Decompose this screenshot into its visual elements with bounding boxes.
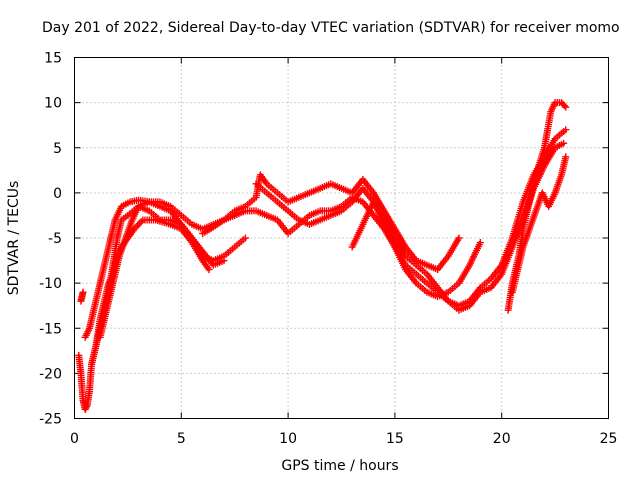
x-tick-label: 20	[493, 431, 511, 447]
y-tick-labels: -25 -20 -15 -10 -5 0 5 10 15	[39, 51, 62, 428]
data-point	[205, 266, 213, 274]
data-point-interp	[560, 102, 568, 110]
x-tick-label: 0	[70, 431, 79, 447]
y-tick-label: -15	[39, 321, 62, 337]
x-axis-label: GPS time / hours	[281, 458, 398, 474]
data-point	[455, 234, 463, 242]
data-point	[79, 288, 87, 296]
x-tick-labels: 0 5 10 15 20 25	[70, 431, 617, 447]
x-tick-label: 15	[386, 431, 404, 447]
y-tick-label: 10	[44, 96, 62, 112]
data-point	[220, 257, 228, 265]
y-tick-label: -10	[39, 276, 62, 292]
data-point	[476, 239, 484, 247]
y-tick-label: 15	[44, 51, 62, 67]
data-point	[562, 153, 570, 161]
y-tick-label: -5	[48, 231, 62, 247]
data-point	[241, 234, 249, 242]
x-tick-label: 25	[600, 431, 618, 447]
data-point	[562, 103, 570, 111]
y-axis-label: SDTVAR / TECUs	[6, 181, 22, 296]
data-point	[560, 139, 568, 147]
data-point-interp	[83, 402, 91, 410]
y-tick-label: -25	[39, 412, 62, 428]
y-tick-label: -20	[39, 366, 62, 382]
y-tick-label: 0	[53, 186, 62, 202]
y-tick-label: 5	[53, 141, 62, 157]
x-tick-label: 10	[279, 431, 297, 447]
grid	[74, 57, 609, 419]
data-points	[75, 99, 570, 413]
chart-title: Day 201 of 2022, Sidereal Day-to-day VTE…	[42, 20, 620, 36]
x-tick-label: 5	[177, 431, 186, 447]
data-point	[562, 126, 570, 134]
